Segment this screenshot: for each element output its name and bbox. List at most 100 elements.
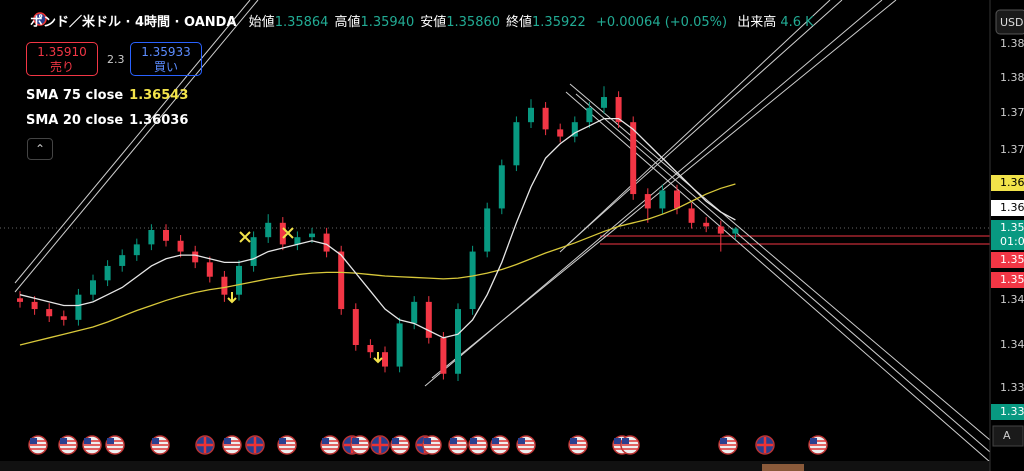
price-label: 1.38 bbox=[1000, 37, 1024, 50]
currency: USD bbox=[1000, 16, 1024, 29]
candle-body bbox=[323, 233, 330, 252]
candle-body bbox=[104, 265, 111, 281]
candle-body bbox=[250, 237, 257, 266]
scale-button-label: A bbox=[1003, 429, 1011, 442]
candle-body bbox=[528, 107, 534, 123]
scale-button[interactable] bbox=[992, 425, 1024, 447]
trend-line bbox=[431, 0, 897, 379]
ohlc-label: 安値 bbox=[420, 15, 447, 30]
indicator[interactable]: SMA 75 close 1.36543 bbox=[26, 88, 188, 103]
event-icon[interactable] bbox=[468, 435, 488, 455]
event-icon[interactable] bbox=[490, 435, 510, 455]
event-icon[interactable] bbox=[350, 435, 370, 455]
trend-line bbox=[14, 0, 251, 284]
price-label: 1.34 bbox=[1000, 293, 1024, 306]
event-icon[interactable] bbox=[150, 435, 170, 455]
currency-button[interactable] bbox=[995, 9, 1024, 35]
candle-body bbox=[352, 309, 359, 345]
candle-body bbox=[148, 230, 155, 245]
candle-body bbox=[206, 262, 213, 277]
flag-canton bbox=[279, 438, 286, 444]
event-icon[interactable] bbox=[222, 435, 242, 455]
candle-body bbox=[90, 280, 96, 295]
event-icon[interactable] bbox=[390, 435, 410, 455]
price-label: 1.33 bbox=[1000, 381, 1024, 394]
trend-line bbox=[565, 91, 991, 463]
flag-canton bbox=[322, 438, 329, 444]
signal-arrow bbox=[227, 292, 237, 304]
event-icon[interactable] bbox=[516, 435, 536, 455]
price-badge-label: 1.35 bbox=[1000, 253, 1024, 266]
buy-price: 1.35933 bbox=[141, 45, 191, 59]
event-icon[interactable] bbox=[370, 435, 390, 455]
candle-body bbox=[119, 255, 126, 266]
candle-body bbox=[498, 165, 505, 209]
candle-body bbox=[46, 309, 53, 317]
event-icon[interactable] bbox=[277, 435, 297, 455]
event-icon[interactable] bbox=[718, 435, 738, 455]
event-icon[interactable] bbox=[82, 435, 102, 455]
price-label: 1.37 bbox=[1000, 143, 1024, 156]
price-badge bbox=[991, 252, 1024, 268]
trend-line bbox=[569, 83, 991, 441]
collapse-button[interactable]: ⌃ bbox=[27, 138, 53, 160]
indicator-value: 1.36543 bbox=[129, 88, 189, 103]
indicator[interactable]: SMA 20 close 1.36036 bbox=[26, 113, 188, 128]
candle-body bbox=[192, 251, 199, 263]
ohlc-label: 高値 bbox=[334, 15, 361, 30]
candle-body bbox=[732, 228, 739, 234]
event-icon[interactable] bbox=[422, 435, 442, 455]
event-icon[interactable] bbox=[195, 435, 215, 455]
ohlc: 始値1.35864 高値1.35940 安値1.35860 終値1.35922 bbox=[249, 15, 592, 30]
candle-body bbox=[338, 251, 345, 310]
buy-label: 買い bbox=[153, 60, 178, 74]
volume-label: 出来高 bbox=[737, 15, 777, 30]
candle-body bbox=[513, 122, 520, 166]
event-icon[interactable] bbox=[28, 435, 48, 455]
candle-body bbox=[659, 190, 666, 209]
flag-canton bbox=[622, 438, 629, 444]
signal-arrow bbox=[373, 352, 383, 364]
event-icon[interactable] bbox=[620, 435, 640, 455]
event-icon[interactable] bbox=[58, 435, 78, 455]
ohlc-value: 1.35860 bbox=[446, 15, 501, 30]
flag-canton bbox=[424, 438, 431, 444]
signal-x bbox=[282, 227, 294, 239]
candle-body bbox=[688, 208, 695, 223]
flag-canton bbox=[518, 438, 525, 444]
event-icon[interactable] bbox=[245, 435, 265, 455]
event-icon[interactable] bbox=[320, 435, 340, 455]
symbol-flag bbox=[33, 12, 47, 26]
candle-body bbox=[382, 352, 388, 367]
sell-button[interactable]: 1.35910 売り bbox=[26, 42, 98, 76]
event-icon[interactable] bbox=[568, 435, 588, 455]
price-label: 1.37 bbox=[1000, 106, 1024, 119]
candle-body bbox=[484, 208, 491, 252]
ohlc-label: 始値 bbox=[248, 15, 275, 30]
flag-canton bbox=[720, 438, 727, 444]
price-badge bbox=[991, 175, 1024, 191]
event-icon[interactable] bbox=[755, 435, 775, 455]
event-icon[interactable] bbox=[448, 435, 468, 455]
candle-body bbox=[411, 301, 418, 324]
flag-canton bbox=[470, 438, 477, 444]
flag-canton bbox=[492, 438, 499, 444]
candle-body bbox=[294, 237, 301, 245]
flag-canton bbox=[152, 438, 159, 444]
symbol[interactable]: ポンド／米ドル · 4時間 · OANDA bbox=[30, 15, 237, 30]
flag-canton bbox=[570, 438, 577, 444]
buy-button[interactable]: 1.35933 買い bbox=[130, 42, 202, 76]
event-icon[interactable] bbox=[105, 435, 125, 455]
signal-x bbox=[239, 231, 251, 243]
candle-body bbox=[703, 222, 710, 227]
price-badge-label: 1.35 bbox=[1000, 273, 1024, 286]
candle-body bbox=[396, 323, 403, 367]
indicator-name: SMA 75 close bbox=[26, 88, 124, 103]
sell-price: 1.35910 bbox=[37, 45, 87, 59]
candle-body bbox=[469, 251, 476, 310]
candle-body bbox=[615, 97, 622, 123]
event-icon[interactable] bbox=[808, 435, 828, 455]
candle-body bbox=[717, 226, 724, 234]
